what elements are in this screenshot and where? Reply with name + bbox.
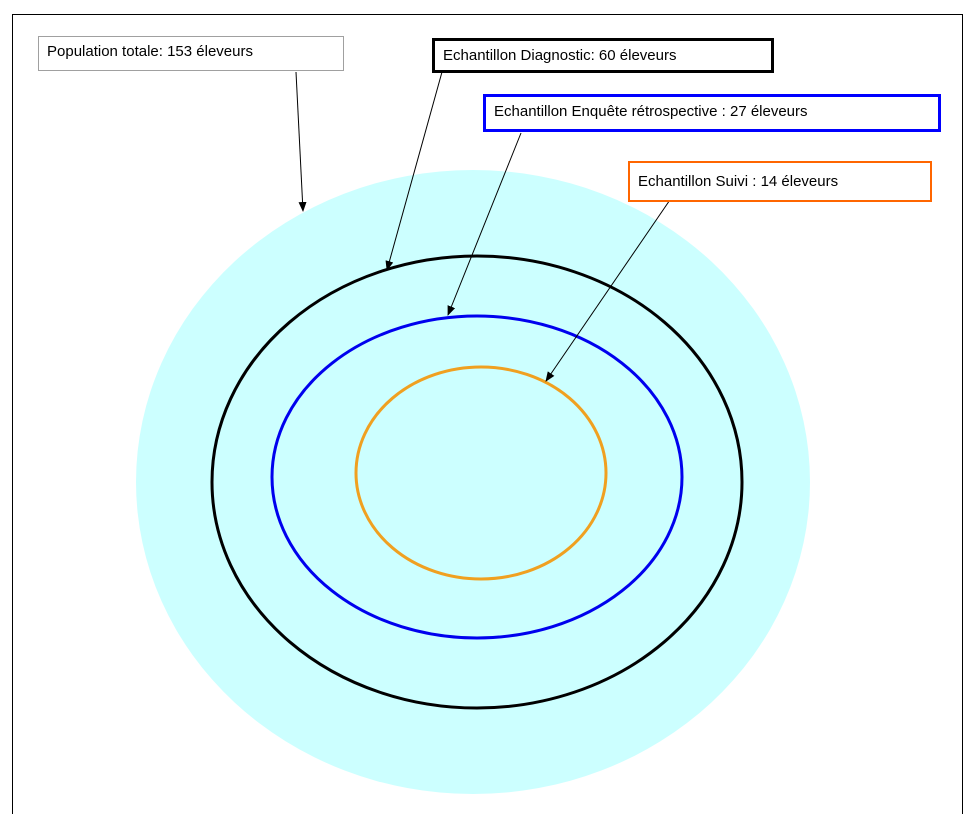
diagnostic-arrow [385,71,443,271]
population-ellipse [136,170,810,794]
diagnostic-label: Echantillon Diagnostic: 60 éleveurs [432,38,774,73]
diagram-frame [12,14,963,814]
population-arrow [295,71,307,212]
population-label: Population totale: 153 éleveurs [38,36,344,71]
retrospective-arrow [447,132,522,316]
retrospective-ellipse [270,314,684,640]
suivi-ellipse [354,365,608,581]
suivi-arrow [545,193,675,382]
diagnostic-ellipse [210,254,744,710]
retrospective-label: Echantillon Enquête rétrospective : 27 é… [483,94,941,132]
suivi-label: Echantillon Suivi : 14 éleveurs [628,161,932,202]
